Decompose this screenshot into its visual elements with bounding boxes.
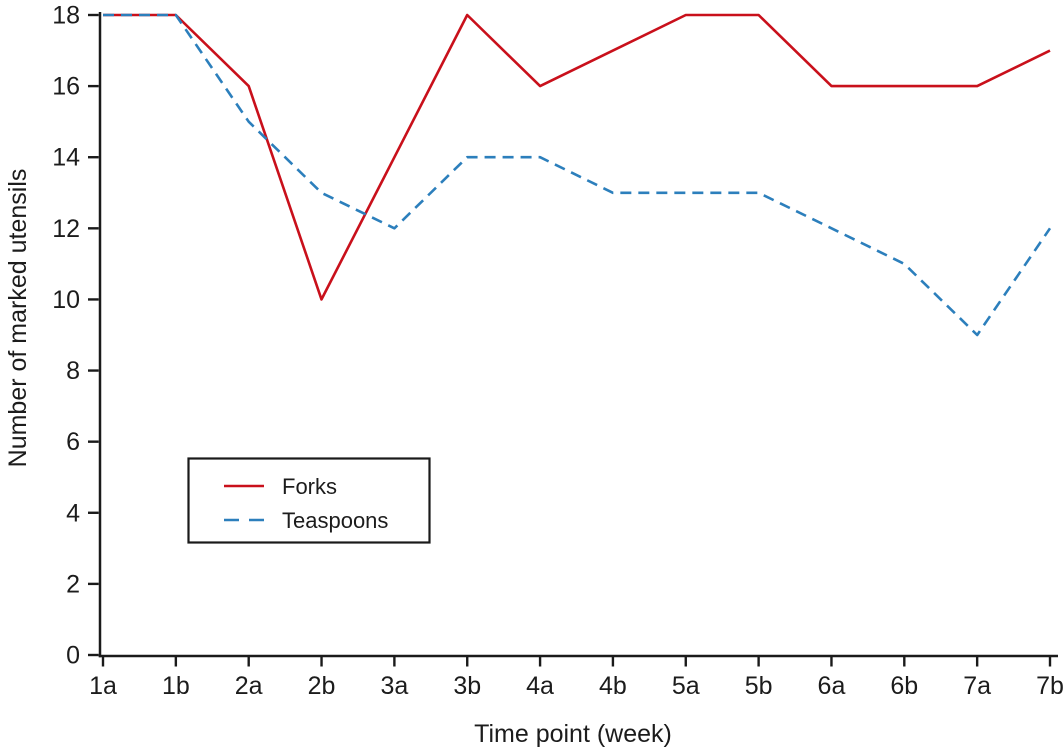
y-tick-label: 10 xyxy=(52,286,80,314)
legend-box xyxy=(187,457,431,544)
y-tick-label: 14 xyxy=(52,144,80,172)
x-tick-label: 2a xyxy=(235,672,263,700)
y-tick-label: 16 xyxy=(52,73,80,101)
series-lines xyxy=(103,13,1052,337)
x-tick-label: 7a xyxy=(963,672,991,700)
x-axis-title: Time point (week) xyxy=(474,720,672,748)
x-tick-label: 7b xyxy=(1036,672,1064,700)
y-tick-label: 12 xyxy=(52,215,80,243)
y-tick-label: 2 xyxy=(66,570,80,598)
x-tick-label: 3a xyxy=(380,672,408,700)
y-tick-label: 6 xyxy=(66,428,80,456)
x-tick-label: 3b xyxy=(453,672,481,700)
y-tick-label: 18 xyxy=(52,2,80,30)
x-tick-label: 1b xyxy=(162,672,190,700)
y-tick-label: 8 xyxy=(66,357,80,385)
legend-forks-label: Forks xyxy=(282,474,337,499)
teaspoons-line xyxy=(103,13,1052,337)
legend: Forks Teaspoons xyxy=(187,457,431,544)
y-axis-title: Number of marked utensils xyxy=(4,169,32,468)
x-tick-label: 6b xyxy=(890,672,918,700)
y-tick-label: 0 xyxy=(66,642,80,670)
axes: 0 2 4 6 8 10 12 14 16 18 1a 1b 2a 2b 3a 3b 4a 4b 5a 5b 6a 6b… xyxy=(4,2,1064,749)
x-tick-label: 5a xyxy=(672,672,700,700)
x-tick-label: 6a xyxy=(818,672,846,700)
x-tick-label: 1a xyxy=(89,672,117,700)
x-tick-label: 4a xyxy=(526,672,554,700)
x-tick-label: 5b xyxy=(745,672,773,700)
x-tick-label: 4b xyxy=(599,672,627,700)
x-tick-labels: 1a 1b 2a 2b 3a 3b 4a 4b 5a 5b 6a 6b 7a 7b xyxy=(89,672,1064,700)
y-ticks xyxy=(88,13,99,657)
forks-line xyxy=(103,13,1051,301)
legend-teaspoons-label: Teaspoons xyxy=(282,508,388,533)
x-tick-label: 2b xyxy=(308,672,336,700)
y-tick-label: 4 xyxy=(66,499,80,527)
x-ticks xyxy=(101,657,1052,667)
y-tick-labels: 0 2 4 6 8 10 12 14 16 18 xyxy=(52,2,80,670)
